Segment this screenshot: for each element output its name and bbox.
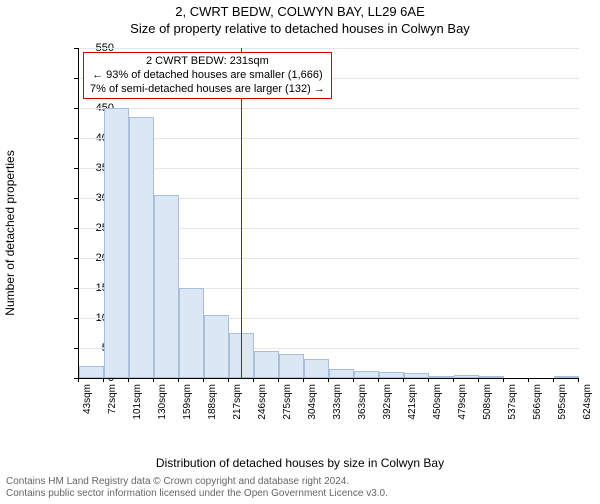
x-tick-mark [378,378,379,382]
footer-attribution: Contains HM Land Registry data © Crown c… [6,476,388,500]
x-tick-label: 508sqm [482,384,493,428]
x-tick-mark [528,378,529,382]
x-tick-label: 188sqm [207,384,218,428]
x-axis-label: Distribution of detached houses by size … [0,456,600,470]
x-tick-label: 595sqm [557,384,568,428]
x-tick-mark [353,378,354,382]
x-tick-label: 304sqm [307,384,318,428]
x-tick-mark [453,378,454,382]
y-axis-label: Number of detached properties [3,150,17,315]
histogram-bar [179,288,204,378]
chart-container: Number of detached properties 0501001502… [44,48,584,418]
x-tick-label: 246sqm [257,384,268,428]
x-tick-mark [128,378,129,382]
annotation-box: 2 CWRT BEDW: 231sqm ← 93% of detached ho… [83,52,332,99]
histogram-bar [429,376,454,378]
page-title-line1: 2, CWRT BEDW, COLWYN BAY, LL29 6AE [0,4,600,19]
x-tick-mark [553,378,554,382]
x-tick-label: 217sqm [232,384,243,428]
x-tick-label: 392sqm [382,384,393,428]
x-tick-label: 275sqm [282,384,293,428]
page-title-line2: Size of property relative to detached ho… [0,21,600,36]
x-tick-mark [253,378,254,382]
histogram-bar [304,359,329,378]
histogram-bar [554,376,579,378]
histogram-bar [79,366,104,378]
x-tick-label: 101sqm [132,384,143,428]
x-tick-label: 43sqm [82,384,93,428]
histogram-bar [154,195,179,378]
footer-line-2: Contains public sector information licen… [6,488,388,500]
x-tick-label: 566sqm [532,384,543,428]
histogram-bar [354,371,379,378]
x-tick-mark [203,378,204,382]
histogram-bar [379,372,404,378]
histogram-bar [254,351,279,378]
x-tick-label: 624sqm [582,384,593,428]
x-tick-label: 479sqm [457,384,468,428]
x-tick-mark [303,378,304,382]
x-tick-mark [578,378,579,382]
annotation-line-1: 2 CWRT BEDW: 231sqm [90,55,325,69]
x-tick-mark [228,378,229,382]
plot-area: 2 CWRT BEDW: 231sqm ← 93% of detached ho… [78,48,579,379]
x-tick-mark [153,378,154,382]
histogram-bar [129,117,154,378]
x-tick-mark [278,378,279,382]
x-tick-mark [478,378,479,382]
histogram-bar [104,108,129,378]
x-tick-label: 450sqm [432,384,443,428]
x-tick-mark [78,378,79,382]
x-tick-mark [403,378,404,382]
annotation-line-3: 7% of semi-detached houses are larger (1… [90,83,325,97]
x-tick-mark [103,378,104,382]
x-tick-label: 130sqm [157,384,168,428]
x-tick-label: 421sqm [407,384,418,428]
histogram-bar [404,373,429,378]
annotation-line-2: ← 93% of detached houses are smaller (1,… [90,69,325,83]
histogram-bar [204,315,229,378]
x-tick-mark [503,378,504,382]
x-tick-label: 159sqm [182,384,193,428]
x-tick-label: 333sqm [332,384,343,428]
x-tick-label: 72sqm [107,384,118,428]
histogram-bar [479,376,504,378]
x-tick-label: 537sqm [507,384,518,428]
histogram-bar [454,375,479,378]
x-tick-mark [178,378,179,382]
x-tick-mark [428,378,429,382]
histogram-bar [279,354,304,378]
histogram-bar [329,369,354,378]
footer-line-1: Contains HM Land Registry data © Crown c… [6,476,388,488]
x-tick-label: 363sqm [357,384,368,428]
x-tick-mark [328,378,329,382]
